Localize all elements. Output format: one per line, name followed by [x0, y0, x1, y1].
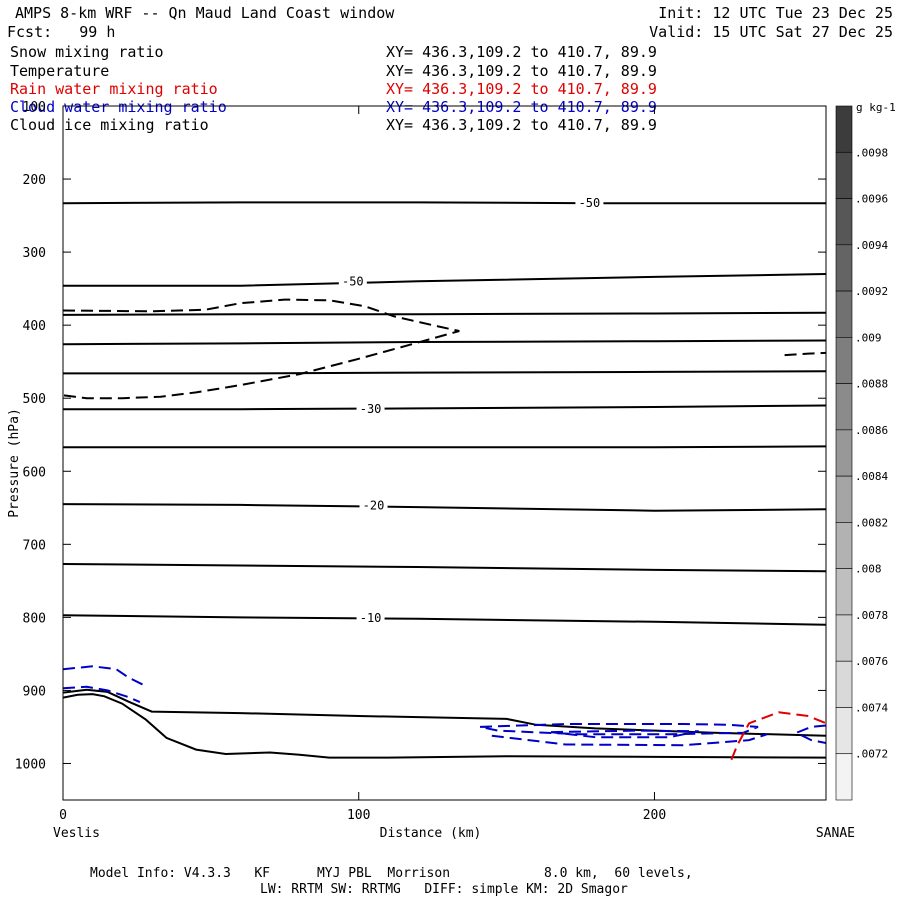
legend-xy-cloud-water: XY= 436.3,109.2 to 410.7, 89.9: [386, 98, 657, 116]
cloud-water-contour: [63, 685, 141, 704]
legend-name-cloud-ice: Cloud ice mixing ratio: [10, 116, 209, 134]
legend-name-cloud-water: Cloud water mixing ratio: [10, 98, 227, 116]
legend-xy-rain: XY= 436.3,109.2 to 410.7, 89.9: [386, 80, 657, 98]
colorbar-segment: [835, 707, 853, 755]
legend-name-rain: Rain water mixing ratio: [10, 80, 218, 98]
colorbar-label: .009: [855, 331, 882, 344]
y-tick-label: 400: [23, 319, 46, 334]
colorbar-label: .0082: [855, 516, 888, 529]
snow-mixing-contour: [63, 298, 460, 400]
temperature-contour: [63, 370, 826, 375]
colorbar-segment: [835, 753, 853, 801]
temperature-contour: [63, 688, 826, 737]
contour-label-bg: [575, 195, 604, 210]
forecast-hour: Fcst: 99 h: [7, 23, 116, 41]
colorbar-label: .0086: [855, 424, 888, 437]
contour-label-bg: [356, 401, 385, 416]
temperature-contour: [63, 201, 826, 205]
y-tick-label: 100: [23, 100, 46, 115]
colorbar-segment: [835, 244, 853, 292]
y-tick-label: 200: [23, 173, 46, 188]
colorbar-segment: [835, 151, 853, 199]
colorbar-label: .0074: [855, 701, 888, 714]
y-axis-label: Pressure (hPa): [7, 408, 22, 518]
x-tick-label: 0: [59, 808, 67, 823]
colorbar-label: .0092: [855, 285, 888, 298]
colorbar-segment: [835, 614, 853, 662]
cloud-water-contour: [479, 723, 759, 736]
section-start-label: Veslis: [53, 826, 100, 841]
colorbar-segment: [835, 568, 853, 616]
contour-label-bg: [338, 273, 367, 288]
x-tick-label: 200: [643, 808, 666, 823]
colorbar-label: .0094: [855, 239, 888, 252]
legend-xy-temperature: XY= 436.3,109.2 to 410.7, 89.9: [386, 62, 657, 80]
colorbar-segment: [835, 383, 853, 431]
model-info-line2: LW: RRTM SW: RRTMG DIFF: simple KM: 2D S…: [260, 882, 628, 897]
colorbar-segment: [835, 475, 853, 523]
y-tick-label: 1000: [15, 757, 46, 772]
temperature-contour: [63, 404, 826, 411]
temperature-contour: [63, 445, 826, 449]
y-tick-label: 700: [23, 538, 46, 553]
temperature-contour-label: -30: [360, 402, 382, 416]
colorbar-label: .0076: [855, 655, 888, 668]
init-time: Init: 12 UTC Tue 23 Dec 25: [658, 4, 893, 22]
cloud-water-contour: [793, 724, 826, 744]
temperature-contour: [63, 339, 826, 346]
plot-frame: [62, 105, 827, 801]
temperature-contour: [63, 273, 826, 287]
colorbar-label: .0096: [855, 193, 888, 206]
valid-time: Valid: 15 UTC Sat 27 Dec 25: [649, 23, 893, 41]
contour-label-bg: [359, 497, 388, 512]
snow-mixing-contour: [784, 351, 826, 357]
legend-name-snow: Snow mixing ratio: [10, 43, 164, 61]
colorbar-label: .0098: [855, 146, 888, 159]
colorbar-unit: g kg-1: [856, 101, 896, 114]
terrain-line: [63, 693, 826, 759]
cloud-water-contour: [63, 665, 144, 686]
y-tick-label: 900: [23, 684, 46, 699]
y-tick-label: 500: [23, 392, 46, 407]
colorbar-segment: [835, 522, 853, 569]
contour-label-bg: [356, 610, 385, 625]
colorbar-label: .0072: [855, 748, 888, 761]
y-tick-label: 300: [23, 246, 46, 261]
legend-xy-cloud-ice: XY= 436.3,109.2 to 410.7, 89.9: [386, 116, 657, 134]
colorbar-label: .0088: [855, 378, 888, 391]
section-end-label: SANAE: [816, 826, 855, 841]
temperature-contour: [63, 311, 826, 316]
x-tick-label: 100: [347, 808, 370, 823]
legend-xy-snow: XY= 436.3,109.2 to 410.7, 89.9: [386, 43, 657, 61]
x-axis-label: Distance (km): [380, 826, 482, 841]
model-info-line1: Model Info: V4.3.3 KF MYJ PBL Morrison 8…: [90, 866, 693, 881]
temperature-contour-label: -50: [342, 274, 364, 288]
temperature-contour-label: -50: [579, 196, 601, 210]
chart-title: AMPS 8-km WRF -- Qn Maud Land Coast wind…: [15, 4, 395, 22]
temperature-contour: [63, 503, 826, 512]
colorbar-segment: [835, 198, 853, 246]
colorbar-segment: [835, 290, 853, 338]
colorbar-segment: [835, 337, 853, 384]
colorbar-label: .0078: [855, 609, 888, 622]
colorbar-segment: [835, 429, 853, 477]
colorbar-label: .0084: [855, 470, 888, 483]
colorbar-segment: [835, 660, 853, 708]
temperature-contour: [63, 614, 826, 626]
y-tick-label: 600: [23, 465, 46, 480]
rain-water-contour: [730, 711, 826, 761]
temperature-contour-label: -20: [363, 499, 385, 513]
cloud-water-contour: [550, 729, 699, 739]
legend-name-temperature: Temperature: [10, 62, 110, 80]
colorbar-label: .008: [855, 563, 882, 576]
temperature-contour-label: -10: [360, 611, 382, 625]
cloud-water-contour: [491, 733, 768, 747]
temperature-contour: [63, 563, 826, 573]
colorbar-segment: [835, 105, 853, 153]
y-tick-label: 800: [23, 611, 46, 626]
